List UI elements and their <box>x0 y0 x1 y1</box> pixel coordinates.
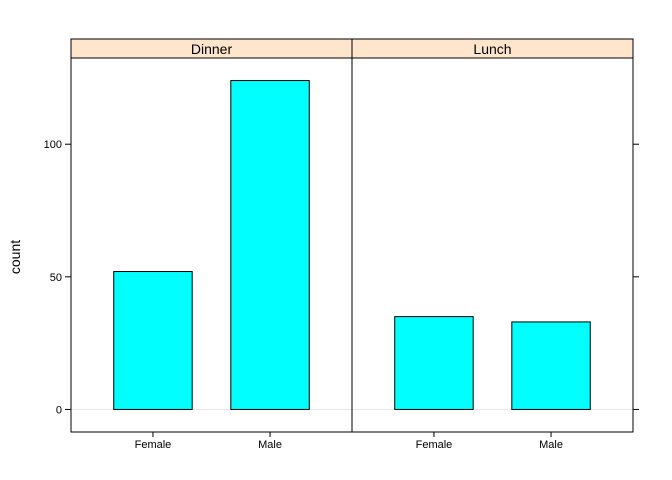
y-tick-label: 100 <box>44 139 62 151</box>
y-axis-title: count <box>7 240 23 274</box>
bar-dinner-female <box>113 271 193 410</box>
x-tick-label: Male <box>258 439 282 451</box>
x-tick-label: Female <box>416 439 453 451</box>
panels: Dinner Female Male Lunch Female Male 0 50 100 <box>44 38 639 451</box>
bar-lunch-male <box>511 321 591 410</box>
x-tick-label: Male <box>539 439 563 451</box>
panel-frame-dinner <box>70 57 353 433</box>
panel-frame-lunch <box>351 57 634 433</box>
y-tick-label: 0 <box>56 404 62 416</box>
strip-label: Dinner <box>191 41 233 57</box>
y-tick-label: 50 <box>50 272 62 284</box>
x-tick-label: Female <box>135 439 172 451</box>
strip-label: Lunch <box>473 41 511 57</box>
bar-lunch-female <box>394 316 474 410</box>
bar-dinner-male <box>230 80 310 410</box>
